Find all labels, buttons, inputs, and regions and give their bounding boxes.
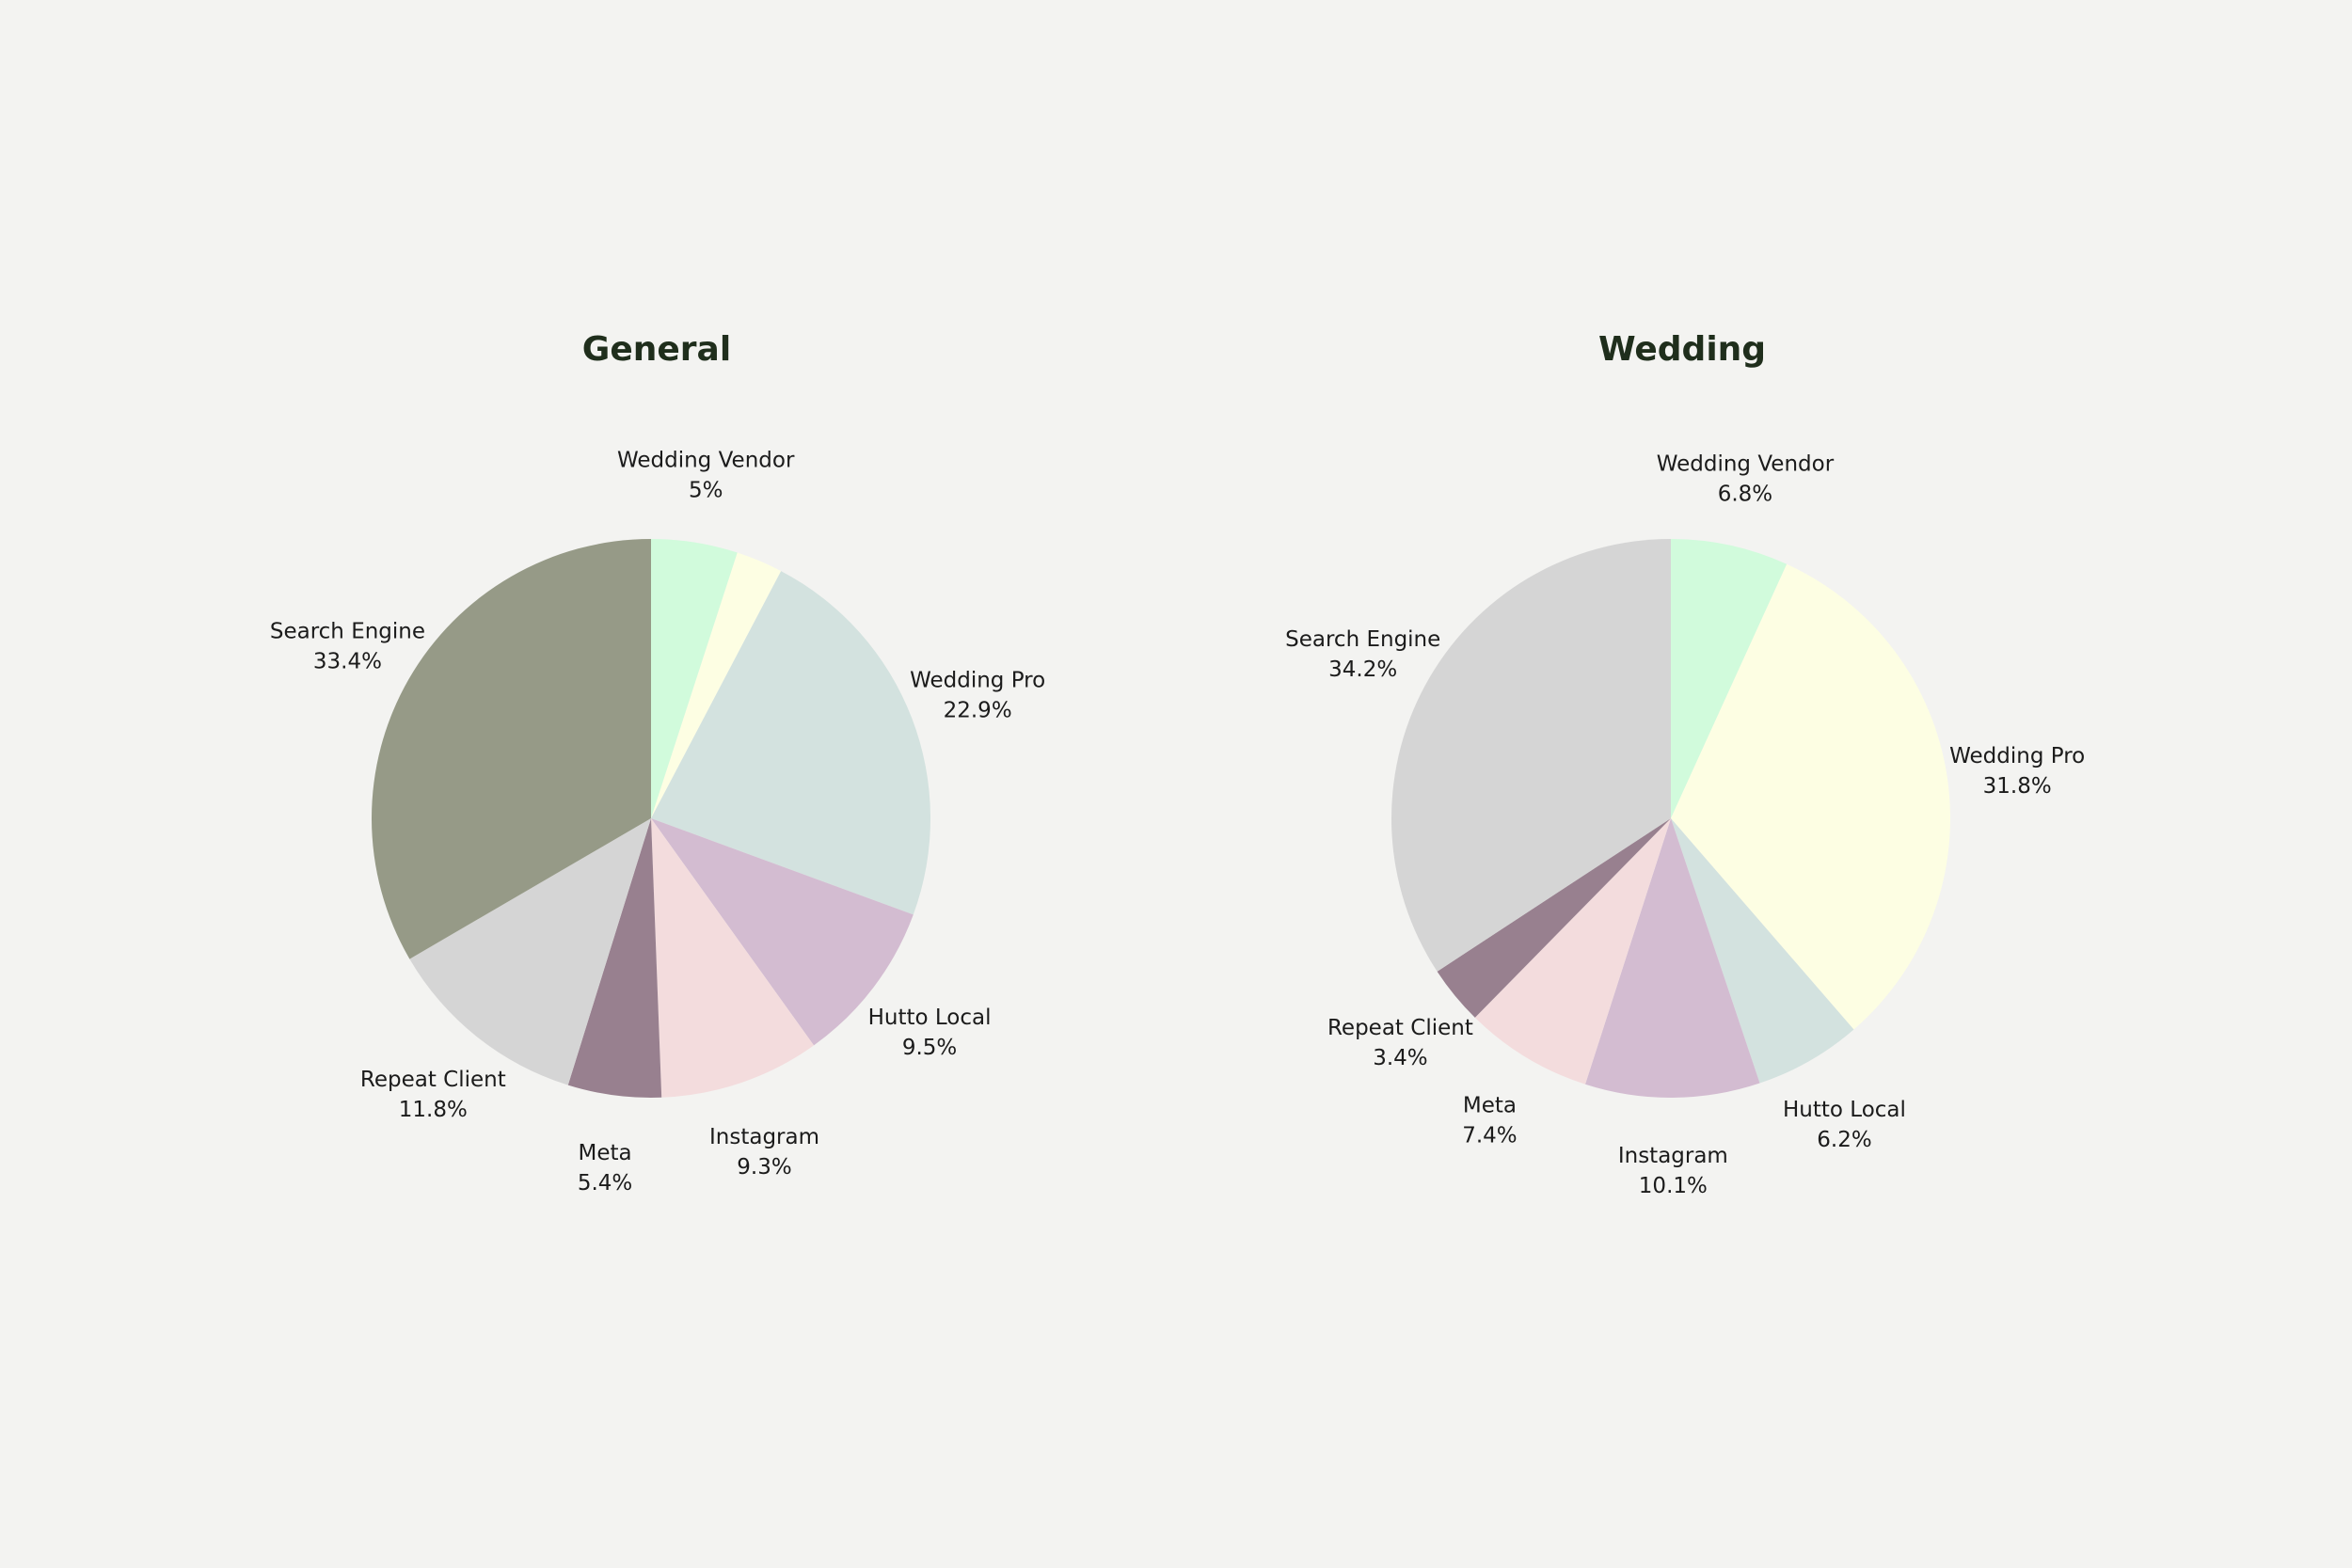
slice-label-wedding-hutto-local: Hutto Local 6.2% xyxy=(1783,1098,1906,1152)
pie-slice-general-meta xyxy=(567,818,662,1098)
pie-slice-general-search-engine xyxy=(372,539,651,959)
pie-slice-wedding-meta xyxy=(1474,818,1671,1085)
slice-percent: 3.4% xyxy=(1373,1046,1427,1070)
slice-name: Instagram xyxy=(709,1125,819,1149)
chart-title-general: General xyxy=(582,330,731,369)
slice-name: Repeat Client xyxy=(1327,1016,1473,1040)
slice-percent: 7.4% xyxy=(1462,1123,1517,1148)
slice-percent: 10.1% xyxy=(1639,1174,1708,1198)
slice-name: Search Engine xyxy=(1285,627,1440,652)
slice-percent: 22.9% xyxy=(944,698,1012,722)
slice-label-general-repeat-client: Repeat Client 11.8% xyxy=(360,1068,506,1122)
chart-title-wedding: Wedding xyxy=(1598,330,1766,369)
slice-name: Wedding Pro xyxy=(1949,744,2085,768)
pie-chart-general: General Wedding Vendor 5% Wedding Pro 22.9%… xyxy=(270,330,1045,1196)
pie-slice-general-unlabeled xyxy=(651,552,782,818)
pie-slice-wedding-wedding-pro xyxy=(1671,563,1951,1030)
slice-name: Hutto Local xyxy=(1783,1098,1906,1122)
slice-percent: 5% xyxy=(689,479,723,503)
slice-name: Hutto Local xyxy=(868,1006,992,1030)
slice-label-general-meta: Meta 5.4% xyxy=(578,1141,632,1196)
slice-label-general-wedding-pro: Wedding Pro 22.9% xyxy=(910,668,1045,722)
slice-percent: 33.4% xyxy=(313,650,382,674)
slice-label-general-hutto-local: Hutto Local 9.5% xyxy=(868,1006,992,1060)
slice-label-wedding-meta: Meta 7.4% xyxy=(1462,1093,1517,1148)
slice-percent: 9.3% xyxy=(737,1155,791,1180)
pie-slice-wedding-wedding-vendor xyxy=(1671,539,1788,818)
slice-percent: 6.2% xyxy=(1817,1128,1871,1152)
pie-slice-general-instagram xyxy=(651,818,815,1098)
slice-percent: 6.8% xyxy=(1718,482,1772,506)
slice-label-general-wedding-vendor: Wedding Vendor 5% xyxy=(617,449,795,503)
pie-slice-wedding-search-engine xyxy=(1391,539,1671,972)
slice-label-wedding-repeat-client: Repeat Client 3.4% xyxy=(1327,1016,1473,1070)
slice-percent: 31.8% xyxy=(1983,774,2052,799)
slice-label-wedding-wedding-pro: Wedding Pro 31.8% xyxy=(1949,744,2085,799)
slice-label-wedding-wedding-vendor: Wedding Vendor 6.8% xyxy=(1657,451,1835,506)
slice-percent: 5.4% xyxy=(578,1171,632,1196)
slice-percent: 11.8% xyxy=(399,1098,468,1122)
pie-slice-wedding-instagram xyxy=(1585,818,1760,1098)
pie-chart-wedding: Wedding Wedding Vendor 6.8% Wedding Pro 31.… xyxy=(1285,330,2085,1198)
pie-slice-general-hutto-local xyxy=(651,818,914,1046)
slice-label-general-search-engine: Search Engine 33.4% xyxy=(270,620,425,674)
slice-percent: 9.5% xyxy=(902,1036,957,1060)
slice-name: Wedding Vendor xyxy=(1657,451,1835,476)
slice-name: Meta xyxy=(1463,1093,1517,1117)
pie-slice-general-wedding-vendor xyxy=(651,539,738,818)
pie-slice-general-repeat-client xyxy=(409,818,651,1085)
slice-label-general-instagram: Instagram 9.3% xyxy=(709,1125,819,1180)
pie-slice-general-wedding-pro xyxy=(651,571,930,915)
slice-name: Meta xyxy=(579,1141,632,1165)
slice-percent: 34.2% xyxy=(1328,657,1397,682)
slice-name: Wedding Vendor xyxy=(617,449,795,473)
slice-name: Instagram xyxy=(1618,1144,1728,1168)
slice-name: Wedding Pro xyxy=(910,668,1045,692)
pie-slice-wedding-hutto-local xyxy=(1671,818,1854,1084)
slice-label-wedding-search-engine: Search Engine 34.2% xyxy=(1285,627,1440,682)
slice-name: Search Engine xyxy=(270,620,425,644)
slice-name: Repeat Client xyxy=(360,1068,506,1092)
pie-slice-wedding-repeat-client xyxy=(1437,818,1671,1018)
slice-label-wedding-instagram: Instagram 10.1% xyxy=(1618,1144,1728,1198)
